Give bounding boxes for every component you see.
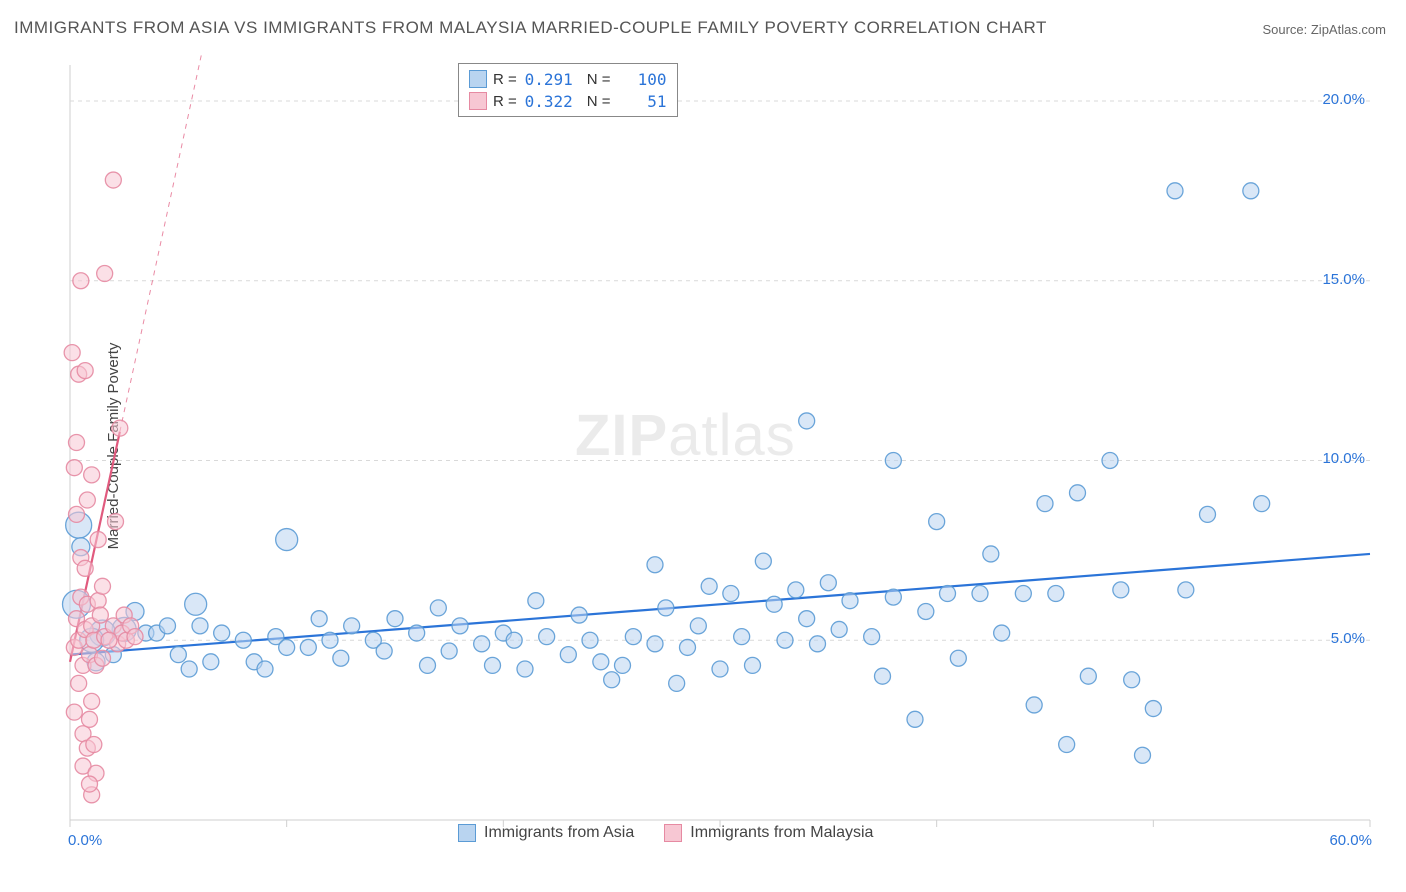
series-legend: Immigrants from Asia Immigrants from Mala… (458, 824, 873, 842)
n-label: N = (587, 93, 611, 110)
scatter-chart (55, 55, 1390, 845)
correlation-legend-row: R = 0.291 N = 100 (469, 68, 667, 90)
correlation-legend: R = 0.291 N = 100 R = 0.322 N = 51 (458, 63, 678, 117)
series-legend-label: Immigrants from Asia (484, 824, 634, 842)
y-tick-label: 5.0% (1331, 630, 1365, 647)
source-prefix: Source: (1262, 22, 1310, 37)
series-legend-item: Immigrants from Malaysia (664, 824, 873, 842)
source-attribution: Source: ZipAtlas.com (1262, 22, 1386, 37)
legend-swatch (664, 824, 682, 842)
y-tick-label: 10.0% (1322, 450, 1365, 467)
series-legend-label: Immigrants from Malaysia (690, 824, 873, 842)
r-value: 0.291 (523, 70, 573, 89)
r-value: 0.322 (523, 92, 573, 111)
correlation-legend-row: R = 0.322 N = 51 (469, 90, 667, 112)
y-tick-label: 20.0% (1322, 91, 1365, 108)
legend-swatch (458, 824, 476, 842)
n-value: 51 (617, 92, 667, 111)
legend-swatch (469, 92, 487, 110)
plot-area (55, 55, 1390, 845)
n-label: N = (587, 71, 611, 88)
series-legend-item: Immigrants from Asia (458, 824, 634, 842)
r-label: R = (493, 93, 517, 110)
y-tick-label: 15.0% (1322, 271, 1365, 288)
x-tick-label: 60.0% (1329, 832, 1372, 849)
legend-swatch (469, 70, 487, 88)
chart-title: IMMIGRANTS FROM ASIA VS IMMIGRANTS FROM … (14, 18, 1047, 38)
x-tick-label: 0.0% (68, 832, 102, 849)
r-label: R = (493, 71, 517, 88)
n-value: 100 (617, 70, 667, 89)
source-link[interactable]: ZipAtlas.com (1311, 22, 1386, 37)
